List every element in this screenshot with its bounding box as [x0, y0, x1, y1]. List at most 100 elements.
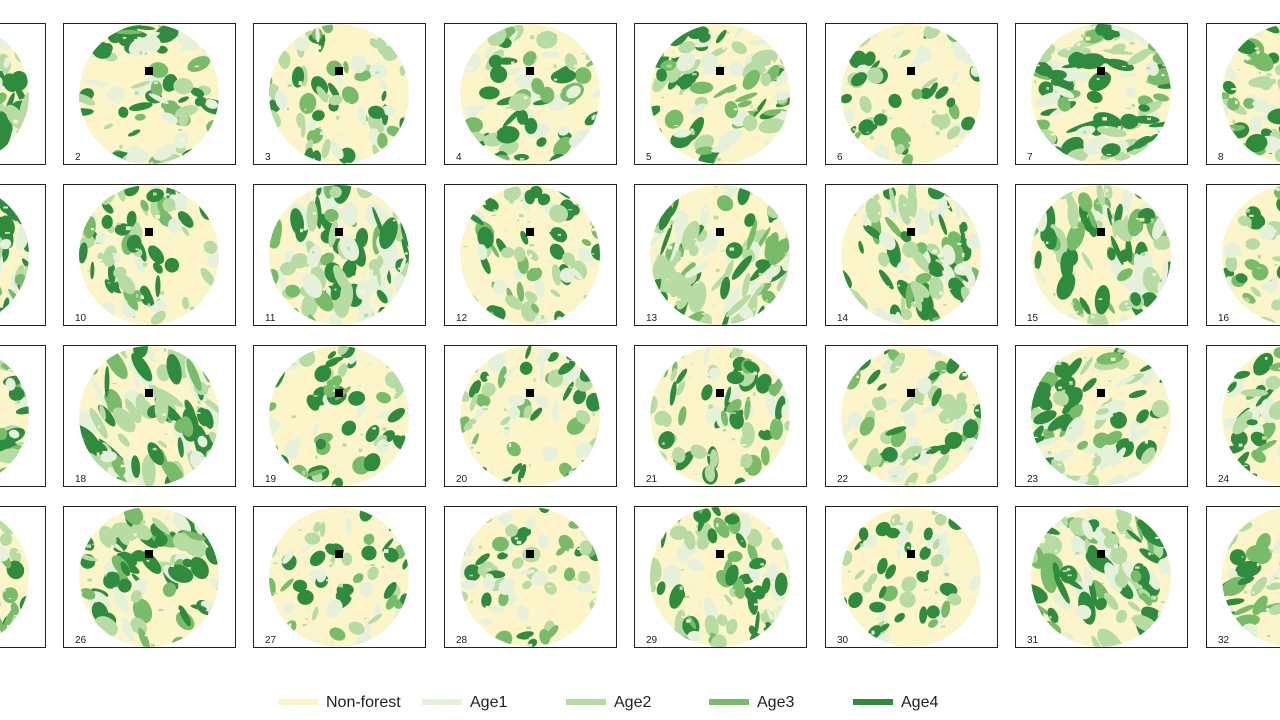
map-panel: 16	[1206, 184, 1280, 326]
patch	[479, 86, 500, 100]
patch	[1087, 313, 1100, 325]
speck	[20, 99, 24, 101]
patch	[565, 368, 579, 383]
patch	[187, 56, 211, 72]
patch	[1104, 430, 1123, 445]
patch	[376, 37, 388, 56]
speck	[1240, 267, 1244, 271]
speck	[190, 123, 194, 125]
speck	[164, 348, 167, 352]
patch	[930, 554, 944, 567]
center-point	[145, 389, 153, 397]
speck	[304, 108, 307, 111]
speck	[1100, 197, 1104, 201]
patch	[915, 272, 932, 284]
patch	[8, 386, 25, 402]
patch	[687, 630, 701, 642]
patch	[352, 573, 364, 584]
speck	[686, 619, 691, 623]
patch	[182, 558, 194, 568]
patch	[1101, 527, 1114, 539]
patch	[915, 207, 931, 236]
speck	[1106, 154, 1111, 156]
patch	[1127, 601, 1141, 612]
patch	[1232, 411, 1253, 435]
patch	[21, 258, 29, 272]
patch	[1118, 300, 1134, 312]
patch	[704, 614, 719, 638]
patch	[502, 108, 522, 128]
speck	[543, 347, 546, 350]
speck	[592, 253, 595, 255]
patch	[80, 587, 96, 600]
patch	[698, 153, 715, 164]
speck	[549, 315, 554, 320]
patch	[1127, 580, 1140, 602]
speck	[1066, 47, 1071, 51]
speck	[932, 110, 937, 114]
patch	[1064, 357, 1082, 379]
speck	[1032, 271, 1037, 276]
speck	[533, 266, 537, 269]
patch	[867, 369, 881, 385]
speck	[1076, 288, 1081, 290]
patch	[898, 520, 908, 533]
speck	[187, 299, 190, 303]
speck	[1122, 65, 1126, 67]
speck	[729, 193, 735, 196]
speck	[589, 221, 593, 226]
speck	[942, 370, 947, 372]
patch	[0, 77, 3, 97]
speck	[585, 557, 589, 562]
patch	[1222, 80, 1237, 95]
speck	[314, 263, 318, 267]
speck	[852, 128, 856, 131]
speck	[381, 565, 385, 568]
patch	[505, 67, 521, 76]
patch	[1077, 440, 1089, 450]
speck	[503, 408, 507, 411]
speck	[92, 543, 95, 545]
patch	[469, 392, 478, 412]
speck	[715, 268, 720, 273]
patch	[885, 397, 898, 405]
speck	[884, 410, 888, 412]
speck	[933, 298, 937, 300]
patch	[1133, 115, 1160, 124]
speck	[501, 467, 507, 470]
speck	[679, 586, 683, 591]
speck	[1056, 362, 1062, 366]
patch	[103, 123, 114, 130]
patch	[134, 113, 146, 121]
speck	[903, 88, 907, 91]
speck	[24, 256, 29, 260]
patch	[932, 538, 941, 550]
speck	[177, 69, 181, 74]
patch	[863, 224, 883, 240]
speck	[688, 261, 694, 263]
patch	[134, 253, 146, 274]
speck	[291, 415, 296, 419]
patch	[1075, 604, 1092, 620]
speck	[216, 588, 219, 590]
patch	[935, 86, 949, 99]
map-panel	[0, 184, 46, 326]
speck	[157, 298, 161, 301]
patch	[1233, 604, 1255, 616]
speck	[1125, 302, 1128, 306]
patch	[517, 526, 532, 538]
patch	[301, 273, 323, 299]
speck	[729, 28, 734, 32]
speck	[1048, 547, 1052, 549]
speck	[667, 225, 671, 229]
patch	[141, 454, 156, 486]
speck	[883, 203, 887, 206]
patch	[1245, 238, 1261, 250]
patch	[672, 446, 686, 463]
patch	[1272, 256, 1280, 263]
patch	[2, 608, 15, 631]
speck	[1269, 279, 1273, 282]
speck	[332, 389, 336, 392]
speck	[573, 586, 579, 589]
speck	[516, 483, 520, 485]
